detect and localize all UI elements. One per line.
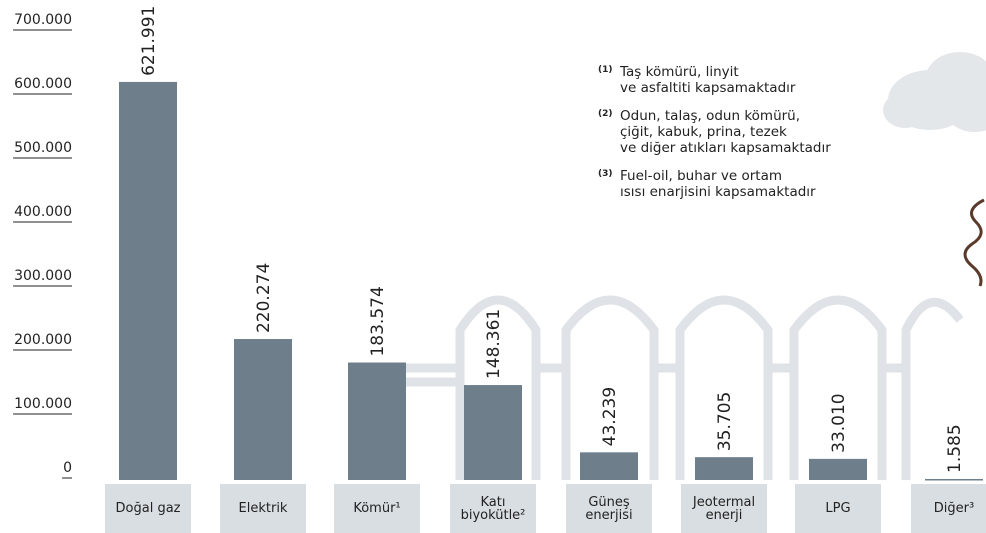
note-text: ve diğer atıkları kapsamaktadır — [620, 140, 831, 156]
y-tick-label: 0 — [63, 460, 72, 476]
note-text: ve asfaltiti kapsamaktadır — [620, 80, 796, 96]
value-label: 33.010 — [829, 393, 849, 452]
value-label: 35.705 — [715, 392, 735, 451]
category-label: Güneş enerjisi — [566, 484, 652, 533]
note-text: çiğit, kabuk, prina, tezek — [620, 124, 787, 140]
y-tick-label: 700.000 — [14, 12, 72, 28]
bar — [695, 457, 753, 480]
category-text: Doğal gaz — [116, 502, 181, 515]
y-tick-label: 300.000 — [14, 268, 72, 284]
value-label: 220.274 — [254, 263, 274, 333]
value-label: 43.239 — [600, 387, 620, 446]
category-text: Güneş enerjisi — [572, 496, 646, 522]
category-label: Doğal gaz — [105, 484, 191, 533]
cloud — [883, 52, 986, 132]
bar — [119, 82, 177, 480]
note-text: Fuel-oil, buhar ve ortam — [620, 168, 782, 184]
category-text: Jeotermal enerji — [687, 496, 761, 522]
bar — [580, 452, 638, 480]
note-text: Odun, talaş, odun kömürü, — [620, 108, 800, 124]
y-tick-label: 400.000 — [14, 204, 72, 220]
category-text: Elektrik — [239, 502, 288, 515]
category-text: LPG — [825, 502, 850, 515]
bar — [348, 363, 406, 480]
note-marker: (2) — [598, 109, 613, 119]
y-tick-label: 600.000 — [14, 76, 72, 92]
category-label: Elektrik — [220, 484, 306, 533]
bar — [464, 385, 522, 480]
category-label: Katı biyokütle² — [450, 484, 536, 533]
value-label: 183.574 — [368, 286, 388, 356]
value-label: 1.585 — [945, 424, 965, 473]
bar — [234, 339, 292, 480]
y-tick-label: 500.000 — [14, 140, 72, 156]
squiggle — [965, 200, 984, 286]
bar — [809, 459, 867, 480]
category-label: Kömür¹ — [334, 484, 420, 533]
note-text: ısısı enarjisini kapsamaktadır — [620, 184, 816, 200]
note-marker: (3) — [598, 169, 613, 179]
category-label: Diğer³ — [911, 484, 986, 533]
y-tick-label: 200.000 — [14, 332, 72, 348]
bar — [925, 479, 983, 481]
note-marker: (1) — [598, 65, 613, 75]
page: 0 100.000 200.000 300.000 400.000 500.000 600.… — [0, 0, 986, 533]
category-text: Katı biyokütle² — [456, 496, 530, 522]
note-text: Taş kömürü, linyit — [619, 64, 739, 80]
category-text: Diğer³ — [934, 502, 974, 515]
category-label: Jeotermal enerji — [681, 484, 767, 533]
category-text: Kömür¹ — [353, 502, 400, 515]
category-label: LPG — [795, 484, 881, 533]
value-label: 148.361 — [484, 309, 504, 379]
y-tick-label: 100.000 — [14, 396, 72, 412]
value-label: 621.991 — [139, 6, 159, 76]
chart: 0 100.000 200.000 300.000 400.000 500.000 600.… — [0, 0, 986, 533]
